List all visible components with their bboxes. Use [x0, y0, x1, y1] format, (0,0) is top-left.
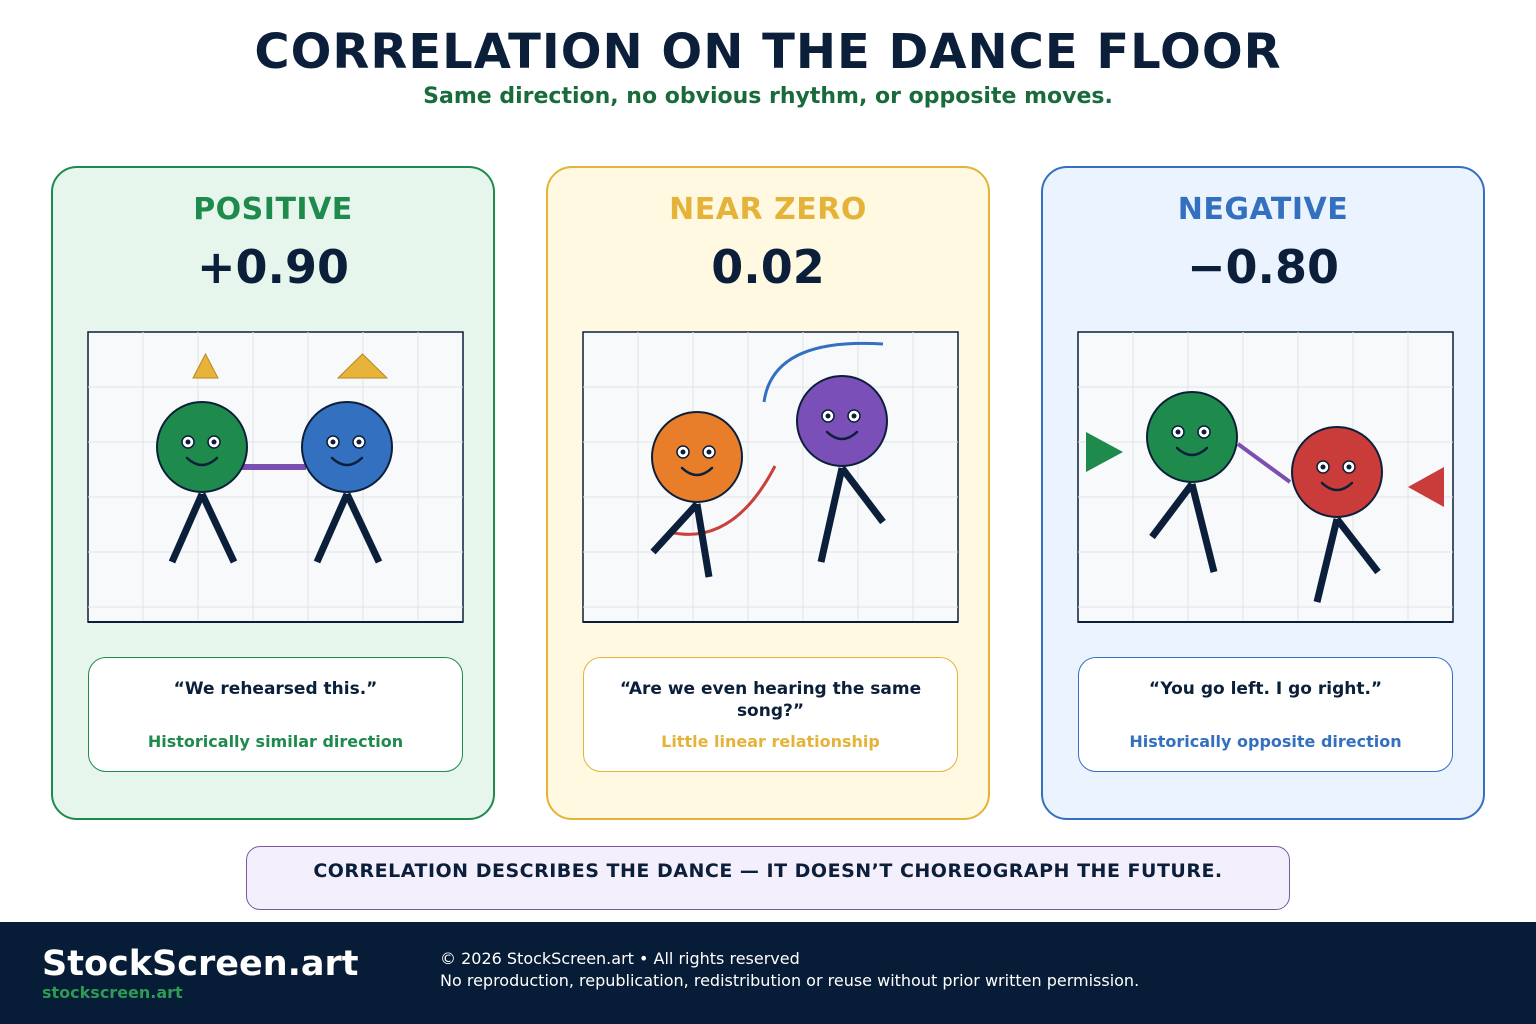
right-arrow-icon — [1086, 432, 1123, 472]
dancer-right — [301, 401, 393, 564]
footer-brand: StockScreen.art — [42, 944, 359, 984]
spin-arc — [762, 341, 884, 403]
card-negative: NEGATIVE −0.80 “You go left. I go right.… — [1041, 166, 1485, 820]
card-near-zero: NEAR ZERO 0.02 “Are we even hearing the … — [546, 166, 990, 820]
dancer-right — [1291, 426, 1383, 603]
takeaway-banner: CORRELATION DESCRIBES THE DANCE — IT DOE… — [246, 846, 1290, 910]
card-caption: Historically similar direction — [147, 732, 404, 751]
dance-floor-positive — [87, 331, 464, 623]
dancer-quote: “Are we even hearing the same song?” — [619, 679, 922, 721]
correlation-value: +0.90 — [196, 240, 350, 294]
up-arrow-icon — [336, 353, 389, 379]
footer-url[interactable]: stockscreen.art — [42, 983, 183, 1002]
dancer-quote: “We rehearsed this.” — [173, 679, 378, 699]
quote-box: “Are we even hearing the same song?” Lit… — [583, 657, 958, 772]
footer: StockScreen.art stockscreen.art © 2026 S… — [0, 922, 1536, 1024]
card-label: NEGATIVE — [1177, 192, 1349, 227]
correlation-value: 0.02 — [711, 240, 825, 294]
card-positive: POSITIVE +0.90 “We rehearsed this.” Hist… — [51, 166, 495, 820]
floor-grid — [87, 331, 464, 623]
up-arrow-icon — [192, 352, 219, 379]
dancer-quote: “You go left. I go right.” — [1148, 679, 1383, 699]
stretched-hands — [1236, 442, 1292, 484]
dancer-left — [156, 401, 248, 564]
copyright-text: © 2026 StockScreen.art • All rights rese… — [440, 949, 800, 968]
page-subtitle: Same direction, no obvious rhythm, or op… — [423, 84, 1113, 109]
dancer-left — [1146, 391, 1238, 573]
spin-arc — [668, 465, 777, 536]
quote-box: “We rehearsed this.” Historically simila… — [88, 657, 463, 772]
floor-grid — [1077, 331, 1454, 623]
card-caption: Historically opposite direction — [1129, 732, 1402, 751]
rights-notice: No reproduction, republication, redistri… — [440, 971, 1140, 990]
dance-floor-negative — [1077, 331, 1454, 623]
dance-floor-near-zero — [582, 331, 959, 623]
dancer-left — [650, 411, 743, 578]
card-caption: Little linear relationship — [661, 732, 880, 751]
correlation-value: −0.80 — [1186, 240, 1340, 294]
page-title: CORRELATION ON THE DANCE FLOOR — [254, 24, 1282, 80]
dancer-right — [796, 375, 888, 563]
quote-box: “You go left. I go right.” Historically … — [1078, 657, 1453, 772]
card-label: NEAR ZERO — [669, 192, 867, 227]
left-arrow-icon — [1408, 467, 1444, 507]
card-label: POSITIVE — [193, 192, 353, 227]
